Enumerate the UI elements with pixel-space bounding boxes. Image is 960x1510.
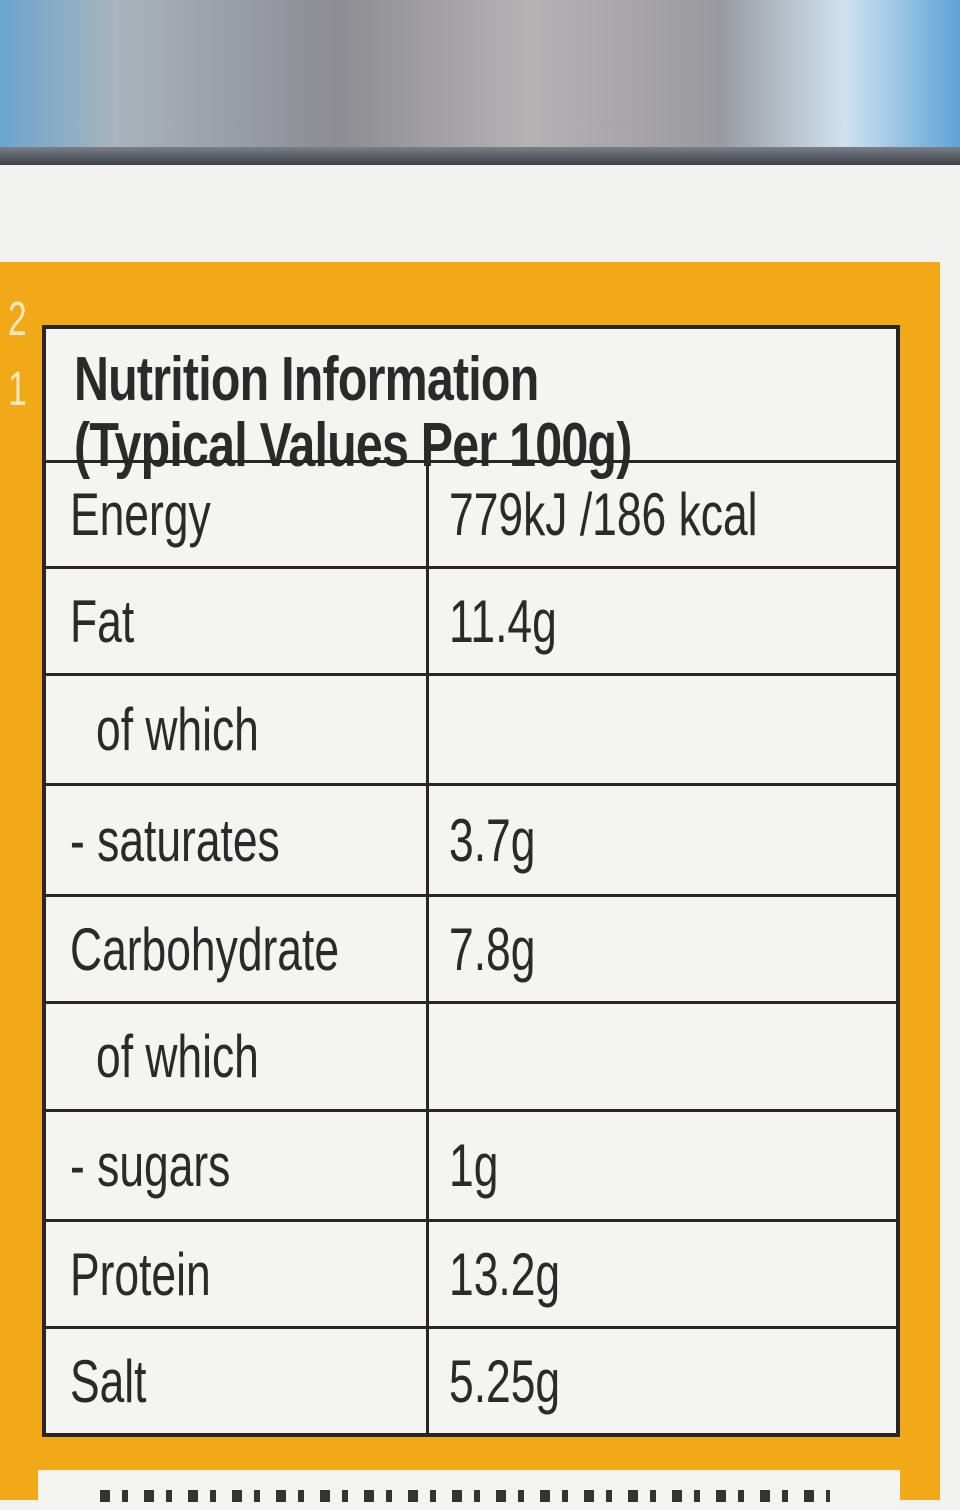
side-number: 1 xyxy=(8,363,27,416)
nutrient-name: Fat xyxy=(70,587,135,655)
packaging-photo-top xyxy=(0,0,960,165)
column-divider xyxy=(426,1004,429,1109)
nutrition-table: Nutrition Information (Typical Values Pe… xyxy=(42,325,900,1437)
table-row: Protein 13.2g xyxy=(46,1219,896,1326)
nutrient-name: Energy xyxy=(70,481,211,548)
nutrient-name: of which xyxy=(96,696,259,763)
table-row: of which xyxy=(46,673,896,783)
table-title: Nutrition Information (Typical Values Pe… xyxy=(74,347,632,479)
nutrient-value: 3.7g xyxy=(449,806,536,874)
nutrient-name: - sugars xyxy=(70,1132,231,1199)
title-line-2: (Typical Values Per 100g) xyxy=(74,411,632,480)
nutrient-value: 11.4g xyxy=(449,587,557,655)
white-band xyxy=(0,165,960,265)
column-divider xyxy=(426,569,429,673)
table-row: Salt 5.25g xyxy=(46,1326,896,1433)
nutrient-value: 5.25g xyxy=(449,1347,561,1415)
nutrient-name: Carbohydrate xyxy=(70,915,340,983)
nutrient-value: 1g xyxy=(449,1132,499,1199)
title-line-1: Nutrition Information xyxy=(74,345,539,414)
barcode xyxy=(100,1490,830,1502)
nutrient-value: 7.8g xyxy=(449,915,536,983)
table-row: - saturates 3.7g xyxy=(46,783,896,894)
column-divider xyxy=(426,463,429,566)
column-divider xyxy=(426,1222,429,1326)
column-divider xyxy=(426,897,429,1001)
column-divider xyxy=(426,1112,429,1219)
table-row: of which xyxy=(46,1001,896,1109)
table-row: Carbohydrate 7.8g xyxy=(46,894,896,1001)
column-divider xyxy=(426,786,429,894)
nutrient-name: Protein xyxy=(70,1240,211,1308)
nutrient-value: 13.2g xyxy=(449,1240,561,1308)
nutrient-name: Salt xyxy=(70,1347,147,1415)
table-row: Energy 779kJ /186 kcal xyxy=(46,460,896,566)
nutrient-value: 779kJ /186 kcal xyxy=(449,481,758,548)
side-number: 2 xyxy=(8,293,27,346)
nutrient-name: of which xyxy=(96,1023,259,1090)
table-row: - sugars 1g xyxy=(46,1109,896,1219)
column-divider xyxy=(426,676,429,783)
table-row: Fat 11.4g xyxy=(46,566,896,673)
nutrient-name: - saturates xyxy=(70,806,280,874)
column-divider xyxy=(426,1329,429,1433)
